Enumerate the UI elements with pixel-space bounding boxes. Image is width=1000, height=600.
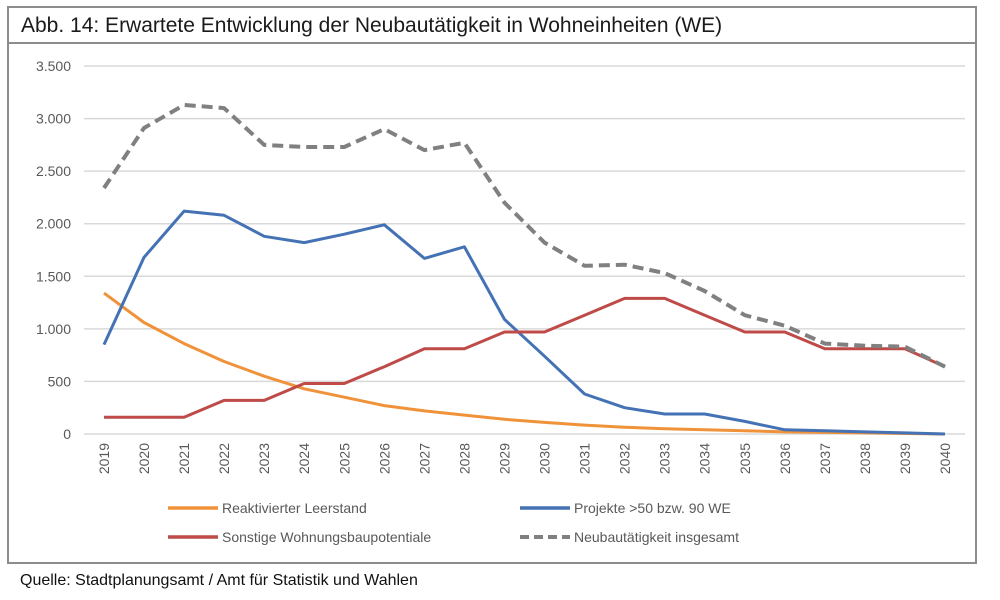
y-tick-label: 0	[63, 426, 71, 442]
x-tick-label: 2029	[496, 443, 512, 474]
y-tick-label: 3.000	[36, 111, 71, 127]
legend-item: Projekte >50 bzw. 90 WE	[520, 500, 731, 516]
series-line-1	[102, 209, 946, 436]
legend: Reaktivierter Leerstand Projekte >50 bzw.…	[168, 500, 739, 545]
x-tick-label: 2039	[897, 443, 913, 474]
series-lines	[102, 102, 946, 436]
gridlines	[84, 65, 965, 435]
x-tick-label: 2038	[857, 443, 873, 474]
x-tick-label: 2020	[136, 443, 152, 474]
legend-item: Sonstige Wohnungsbaupotentiale	[168, 529, 431, 545]
y-axis-ticks: 0 500 1.000 1.500 2.000 2.500 3.000 3.500	[36, 58, 71, 442]
source-note: Quelle: Stadtplanungsamt / Amt für Stati…	[20, 572, 418, 589]
x-tick-label: 2027	[416, 443, 432, 474]
y-tick-label: 1.500	[36, 268, 71, 284]
legend-label: Sonstige Wohnungsbaupotentiale	[222, 529, 431, 545]
x-tick-label: 2031	[577, 443, 593, 474]
x-tick-label: 2024	[296, 443, 312, 474]
x-tick-label: 2033	[657, 443, 673, 474]
x-tick-label: 2032	[617, 443, 633, 474]
series-line-2	[104, 296, 946, 419]
y-tick-label: 2.000	[36, 216, 71, 232]
y-tick-label: 3.500	[36, 58, 71, 74]
x-tick-label: 2021	[176, 443, 192, 474]
y-tick-label: 500	[48, 373, 72, 389]
x-tick-label: 2034	[697, 443, 713, 474]
legend-item: Neubautätigkeit insgesamt	[520, 529, 739, 545]
x-tick-label: 2040	[937, 443, 953, 474]
legend-item: Reaktivierter Leerstand	[168, 500, 367, 516]
legend-label: Neubautätigkeit insgesamt	[574, 529, 739, 545]
x-tick-label: 2022	[216, 443, 232, 474]
x-tick-label: 2037	[817, 443, 833, 474]
title-bar: Abb. 14: Erwartete Entwicklung der Neuba…	[9, 8, 975, 44]
x-tick-label: 2030	[537, 443, 553, 474]
x-tick-label: 2025	[336, 443, 352, 474]
y-tick-label: 2.500	[36, 163, 71, 179]
x-axis-ticks: 2019 2020 2021 2022 2023 2024 2025 2026 2027 2028…	[96, 443, 953, 474]
y-tick-label: 1.000	[36, 321, 71, 337]
series-line-3	[102, 102, 946, 369]
legend-label: Projekte >50 bzw. 90 WE	[574, 500, 731, 516]
x-tick-label: 2019	[96, 443, 112, 474]
chart-title: Abb. 14: Erwartete Entwicklung der Neuba…	[21, 14, 723, 37]
series-line-0	[103, 291, 946, 436]
x-tick-label: 2023	[256, 443, 272, 474]
figure-frame: Abb. 14: Erwartete Entwicklung der Neuba…	[7, 6, 977, 564]
x-tick-label: 2036	[777, 443, 793, 474]
x-tick-label: 2028	[456, 443, 472, 474]
x-tick-label: 2026	[376, 443, 392, 474]
x-tick-label: 2035	[737, 443, 753, 474]
legend-label: Reaktivierter Leerstand	[222, 500, 367, 516]
